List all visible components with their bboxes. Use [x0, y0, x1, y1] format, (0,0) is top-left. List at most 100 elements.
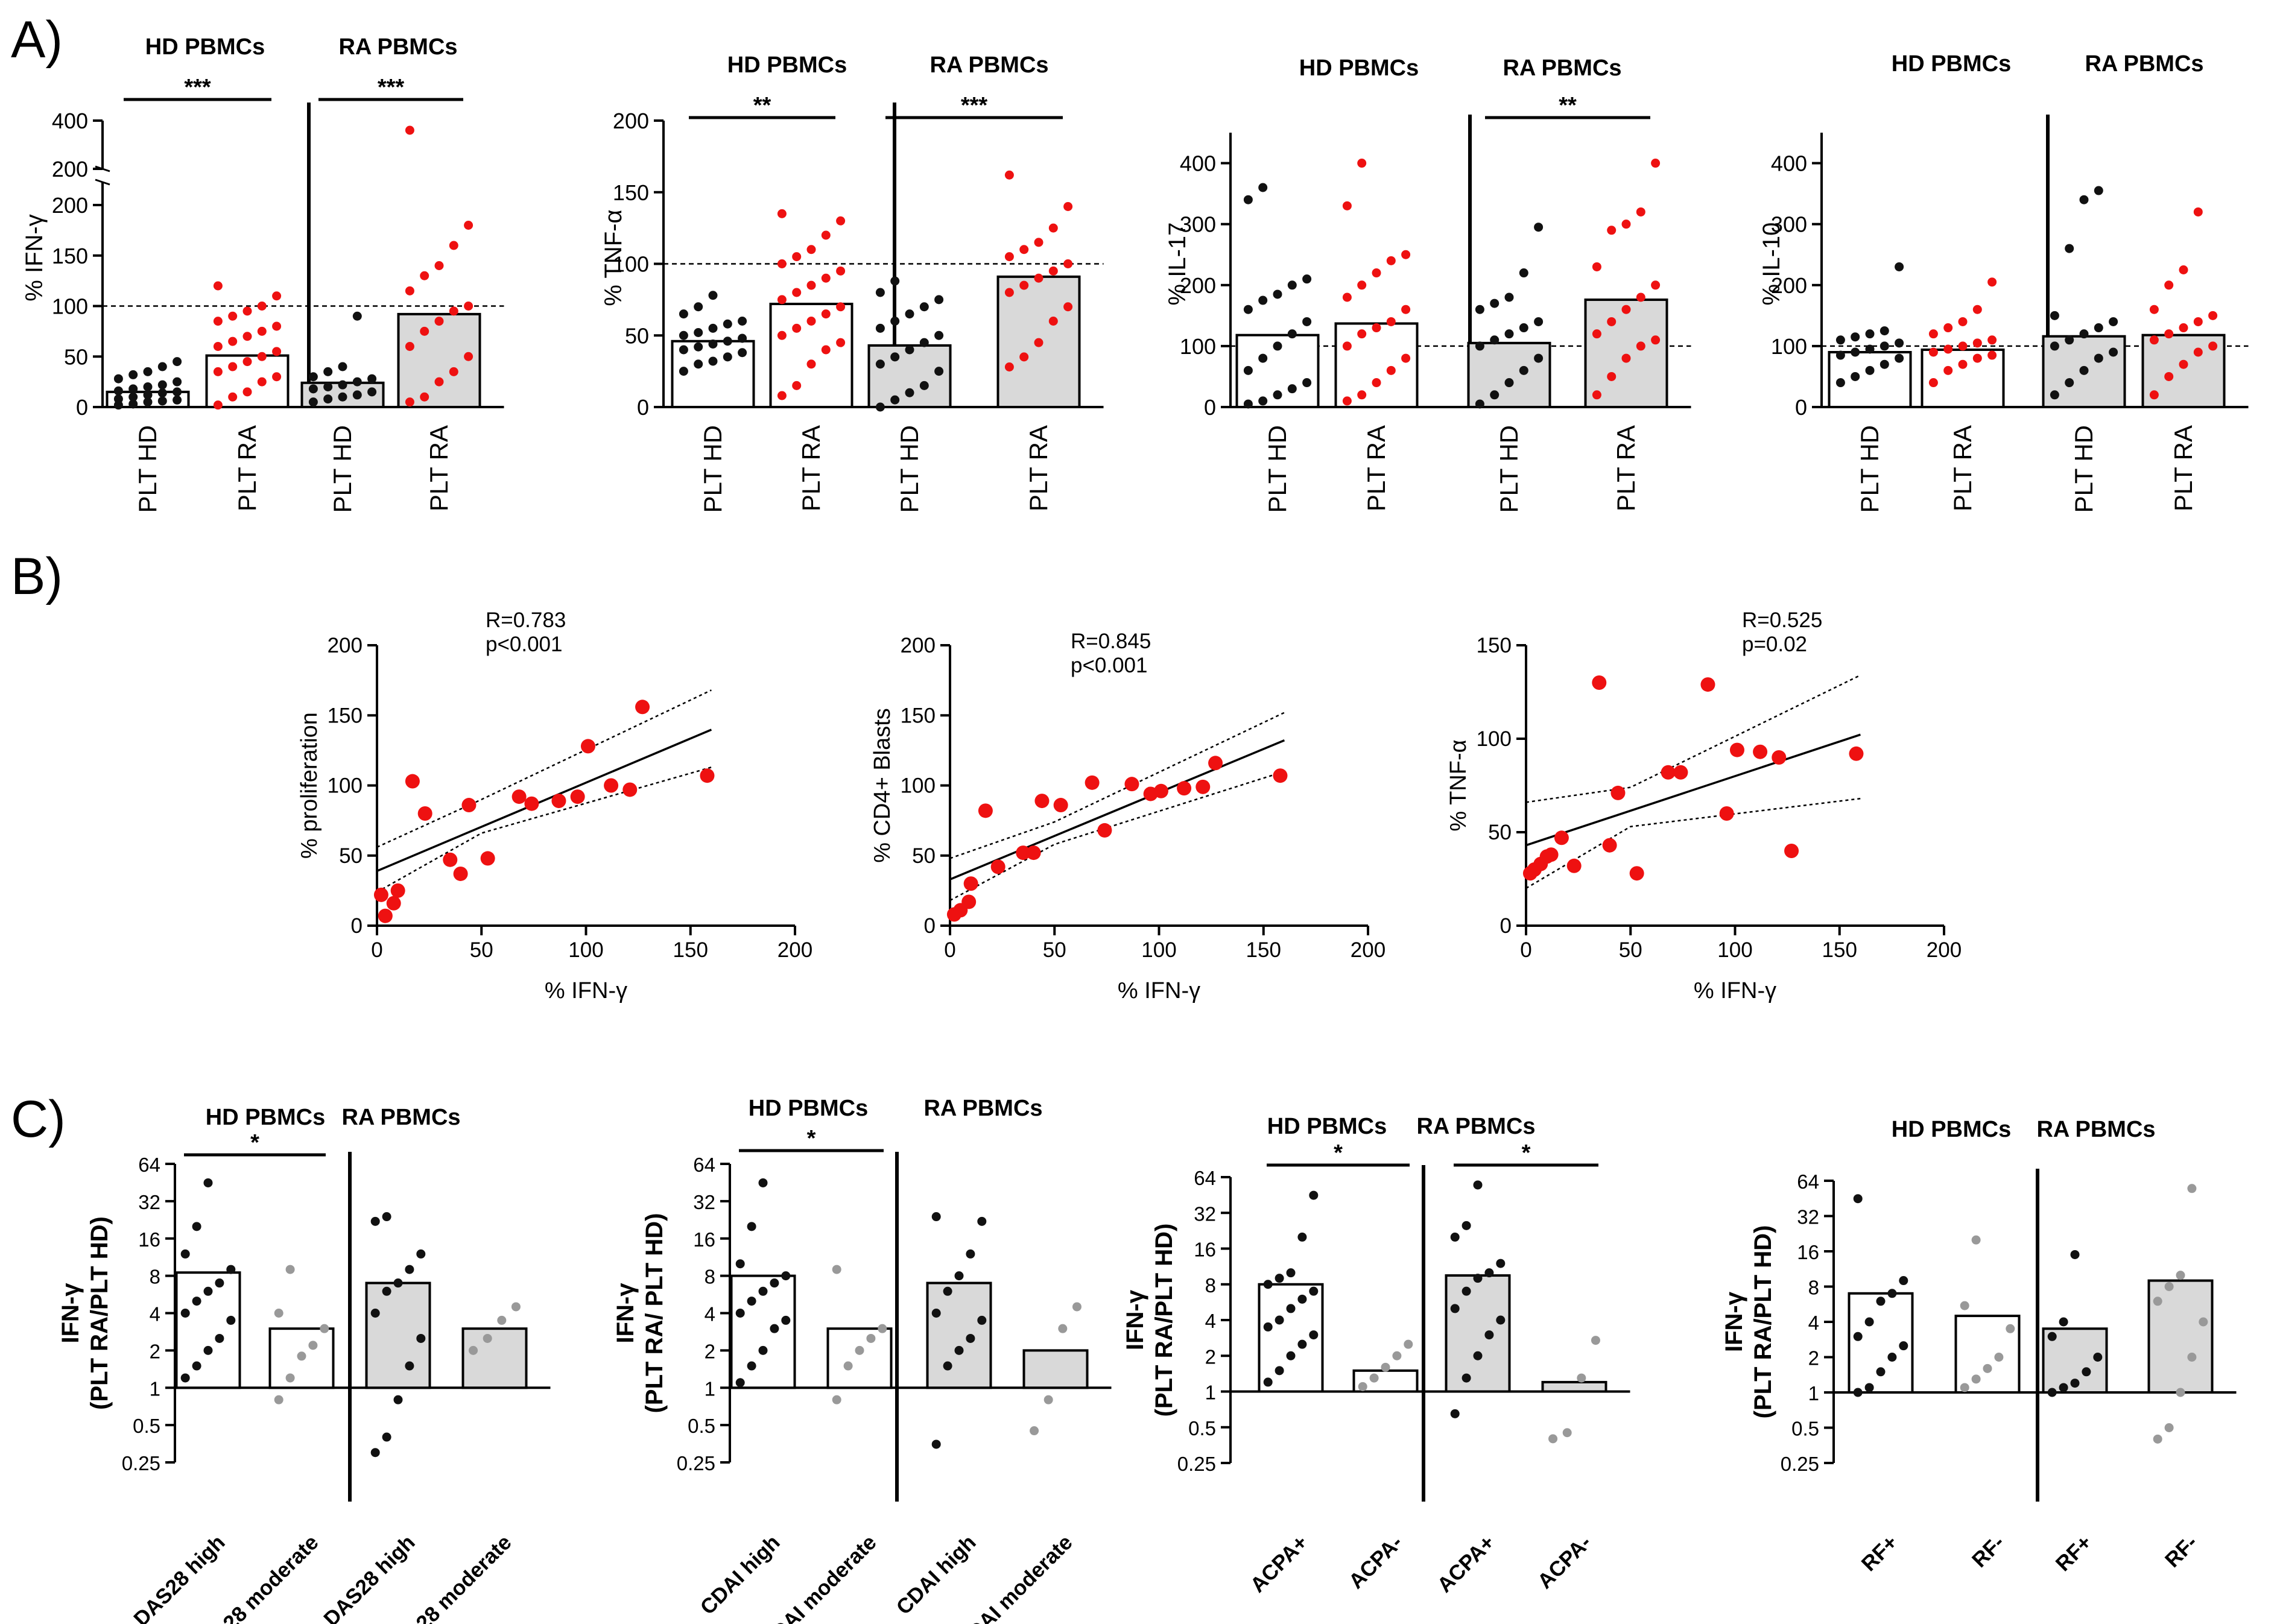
data-point [1651, 335, 1661, 345]
data-point [954, 1271, 964, 1281]
data-point [1784, 844, 1799, 858]
data-point [1987, 277, 1997, 287]
y-tick-label: 400 [1771, 151, 1807, 176]
data-point [1928, 347, 1938, 357]
data-point [1592, 329, 1601, 339]
y-tick-label: 8 [705, 1266, 715, 1288]
data-point [497, 1315, 507, 1325]
data-point [1258, 353, 1268, 363]
data-point [700, 768, 715, 783]
group-label-hd: HD PBMCs [145, 34, 265, 60]
data-point [905, 388, 914, 397]
data-point [469, 1345, 478, 1355]
data-point [1342, 292, 1352, 302]
data-point [257, 377, 267, 387]
data-point [213, 367, 223, 376]
x-tick-label: 0 [944, 938, 955, 962]
data-point [758, 1345, 768, 1355]
y-tick-label: 150 [52, 244, 88, 268]
data-point [370, 1448, 380, 1458]
data-point [792, 381, 802, 390]
data-point [228, 311, 238, 321]
y-axis-label: % IL-10 [1758, 223, 1785, 306]
data-point [1729, 742, 1744, 757]
data-point [157, 380, 167, 390]
data-point [2109, 317, 2118, 326]
data-point [551, 794, 566, 809]
data-point [1275, 1315, 1284, 1325]
data-point [2208, 341, 2218, 351]
significance-label: * [250, 1130, 259, 1155]
data-point [1372, 378, 1381, 388]
data-point [821, 309, 831, 319]
data-point [1987, 350, 1997, 360]
data-point [977, 1216, 987, 1226]
data-point [1275, 1366, 1284, 1376]
x-tick-label: PLT HD [698, 425, 727, 513]
y-tick-label: 4 [1808, 1312, 1819, 1334]
y-tick-label: 8 [1808, 1277, 1819, 1299]
data-point [1496, 1315, 1506, 1325]
data-point [1651, 159, 1661, 168]
data-point [1475, 341, 1484, 351]
data-point [747, 1222, 756, 1231]
data-point [708, 323, 718, 333]
data-point [338, 362, 347, 371]
data-point [113, 394, 123, 404]
data-point [1958, 341, 1968, 351]
data-point [1651, 280, 1661, 290]
data-point [323, 367, 333, 376]
data-point [1297, 1339, 1307, 1349]
data-point [2065, 378, 2074, 388]
y-tick-label: 32 [138, 1191, 160, 1213]
data-point [1302, 274, 1312, 284]
y-tick-label: 0.5 [1791, 1418, 1819, 1440]
data-point [2059, 1317, 2068, 1327]
data-point [2079, 329, 2089, 339]
data-point [966, 1333, 975, 1343]
data-point [1357, 280, 1367, 290]
y-tick-label: 100 [613, 252, 649, 277]
data-point [1607, 317, 1617, 326]
data-point [1610, 785, 1626, 800]
x-tick-label: 200 [1927, 938, 1962, 962]
data-point [1273, 768, 1288, 783]
y-axis-label: IFN-γ [1122, 1289, 1148, 1350]
data-point [2050, 390, 2059, 400]
data-point [370, 1216, 380, 1226]
data-point [370, 1309, 380, 1318]
data-point [890, 395, 900, 405]
data-point [1490, 335, 1500, 345]
significance-label: * [1522, 1140, 1531, 1166]
data-point [1876, 1297, 1886, 1306]
data-point [708, 291, 718, 300]
data-point [1386, 365, 1396, 375]
data-point [2153, 1434, 2162, 1444]
data-point [1607, 371, 1617, 381]
data-point [821, 273, 831, 283]
bar [1584, 299, 1668, 408]
data-point [806, 317, 816, 326]
data-point [338, 392, 347, 402]
data-point [2149, 305, 2159, 314]
data-point [1004, 170, 1014, 180]
data-point [961, 894, 977, 909]
y-tick-label: 100 [901, 774, 936, 798]
x-tick-label: PLT HD [133, 425, 162, 513]
data-point [943, 1286, 952, 1296]
data-point [1853, 1332, 1863, 1341]
data-point [405, 774, 420, 789]
y-tick-label: 0.25 [677, 1452, 715, 1474]
data-point [963, 876, 978, 891]
data-point [461, 798, 477, 813]
data-point [758, 1178, 768, 1187]
data-point [1700, 677, 1715, 692]
data-point [323, 382, 333, 391]
y-tick-label: 0.5 [1188, 1417, 1216, 1439]
data-point [1342, 396, 1352, 406]
y-axis-label: (PLT RA/PLT HD) [1750, 1225, 1776, 1419]
data-point [1865, 344, 1875, 354]
data-point [806, 280, 816, 290]
data-point [1636, 292, 1645, 302]
data-point [2153, 1297, 2162, 1306]
